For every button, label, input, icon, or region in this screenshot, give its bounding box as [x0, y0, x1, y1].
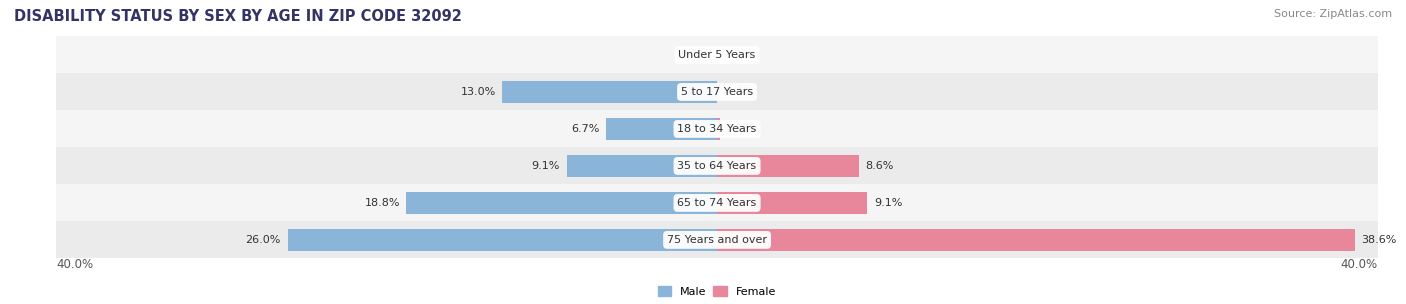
- Text: 0.0%: 0.0%: [681, 50, 709, 60]
- Legend: Male, Female: Male, Female: [654, 282, 780, 302]
- Bar: [567, 155, 717, 177]
- Text: DISABILITY STATUS BY SEX BY AGE IN ZIP CODE 32092: DISABILITY STATUS BY SEX BY AGE IN ZIP C…: [14, 9, 463, 24]
- Bar: [56, 221, 1378, 258]
- Text: 9.1%: 9.1%: [875, 198, 903, 208]
- Bar: [56, 147, 1378, 185]
- Text: 8.6%: 8.6%: [866, 161, 894, 171]
- Text: 40.0%: 40.0%: [1341, 258, 1378, 271]
- Bar: [606, 118, 717, 140]
- Text: 40.0%: 40.0%: [56, 258, 93, 271]
- Bar: [406, 192, 717, 214]
- Text: 5 to 17 Years: 5 to 17 Years: [681, 87, 754, 97]
- Bar: [56, 74, 1378, 110]
- Text: 9.1%: 9.1%: [531, 161, 560, 171]
- Text: 18.8%: 18.8%: [364, 198, 399, 208]
- Text: 0.18%: 0.18%: [725, 124, 761, 134]
- Bar: [56, 36, 1378, 74]
- Bar: [502, 81, 717, 103]
- Bar: [717, 155, 859, 177]
- Bar: [56, 110, 1378, 147]
- Text: 6.7%: 6.7%: [571, 124, 600, 134]
- Text: 13.0%: 13.0%: [460, 87, 496, 97]
- Text: 18 to 34 Years: 18 to 34 Years: [678, 124, 756, 134]
- Bar: [717, 118, 720, 140]
- Text: 35 to 64 Years: 35 to 64 Years: [678, 161, 756, 171]
- Text: 0.0%: 0.0%: [725, 87, 754, 97]
- Text: Source: ZipAtlas.com: Source: ZipAtlas.com: [1274, 9, 1392, 19]
- Text: 38.6%: 38.6%: [1361, 235, 1396, 245]
- Text: 75 Years and over: 75 Years and over: [666, 235, 768, 245]
- Bar: [287, 229, 717, 251]
- Bar: [717, 229, 1355, 251]
- Text: 65 to 74 Years: 65 to 74 Years: [678, 198, 756, 208]
- Text: 0.0%: 0.0%: [725, 50, 754, 60]
- Bar: [56, 185, 1378, 221]
- Bar: [717, 192, 868, 214]
- Text: 26.0%: 26.0%: [246, 235, 281, 245]
- Text: Under 5 Years: Under 5 Years: [679, 50, 755, 60]
